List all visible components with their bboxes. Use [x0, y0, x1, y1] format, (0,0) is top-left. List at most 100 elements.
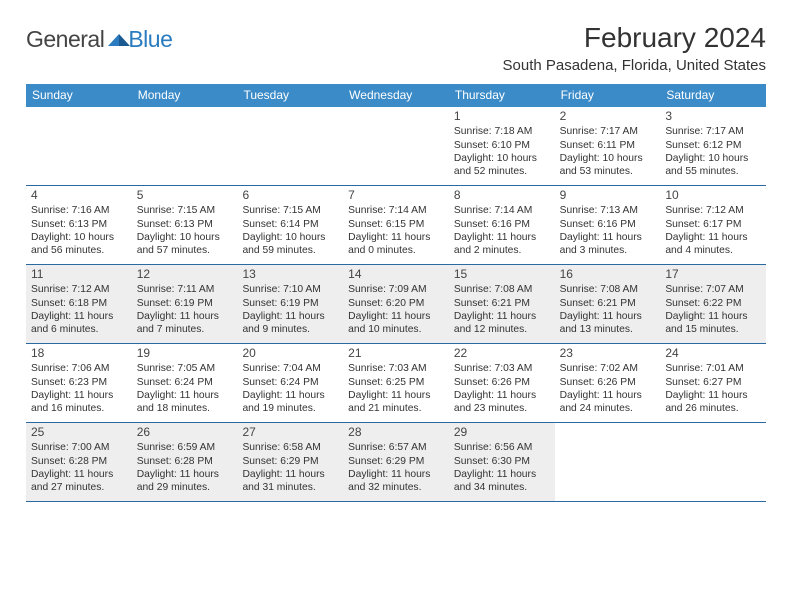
day-daylight1: Daylight: 11 hours [31, 310, 127, 323]
day-sunset: Sunset: 6:21 PM [454, 297, 550, 310]
logo-text-general: General [26, 26, 104, 53]
day-sunset: Sunset: 6:13 PM [137, 218, 233, 231]
weekday-header: Sunday [26, 84, 132, 107]
day-sunset: Sunset: 6:25 PM [348, 376, 444, 389]
weekday-header: Friday [555, 84, 661, 107]
day-daylight1: Daylight: 11 hours [242, 389, 338, 402]
day-daylight1: Daylight: 11 hours [665, 389, 761, 402]
day-daylight2: and 9 minutes. [242, 323, 338, 336]
day-sunrise: Sunrise: 6:56 AM [454, 441, 550, 454]
day-sunset: Sunset: 6:20 PM [348, 297, 444, 310]
day-sunrise: Sunrise: 7:12 AM [665, 204, 761, 217]
day-number: 27 [242, 425, 338, 440]
day-cell: 2Sunrise: 7:17 AMSunset: 6:11 PMDaylight… [555, 107, 661, 185]
day-daylight2: and 55 minutes. [665, 165, 761, 178]
day-daylight2: and 12 minutes. [454, 323, 550, 336]
day-number: 12 [137, 267, 233, 282]
day-number: 28 [348, 425, 444, 440]
day-daylight1: Daylight: 11 hours [348, 310, 444, 323]
weeks-container: 1Sunrise: 7:18 AMSunset: 6:10 PMDaylight… [26, 107, 766, 502]
day-daylight2: and 53 minutes. [560, 165, 656, 178]
day-number: 2 [560, 109, 656, 124]
day-cell: 29Sunrise: 6:56 AMSunset: 6:30 PMDayligh… [449, 423, 555, 501]
day-cell: 25Sunrise: 7:00 AMSunset: 6:28 PMDayligh… [26, 423, 132, 501]
day-daylight2: and 10 minutes. [348, 323, 444, 336]
day-daylight2: and 56 minutes. [31, 244, 127, 257]
day-number: 5 [137, 188, 233, 203]
day-sunrise: Sunrise: 7:14 AM [348, 204, 444, 217]
day-sunset: Sunset: 6:28 PM [137, 455, 233, 468]
weekday-header: Thursday [449, 84, 555, 107]
day-cell: 19Sunrise: 7:05 AMSunset: 6:24 PMDayligh… [132, 344, 238, 422]
day-cell [660, 423, 766, 501]
logo-triangle-icon [108, 32, 130, 48]
day-number: 16 [560, 267, 656, 282]
day-sunset: Sunset: 6:13 PM [31, 218, 127, 231]
day-cell: 10Sunrise: 7:12 AMSunset: 6:17 PMDayligh… [660, 186, 766, 264]
day-daylight2: and 19 minutes. [242, 402, 338, 415]
day-daylight1: Daylight: 11 hours [665, 310, 761, 323]
day-daylight2: and 26 minutes. [665, 402, 761, 415]
day-daylight1: Daylight: 11 hours [454, 468, 550, 481]
day-daylight2: and 3 minutes. [560, 244, 656, 257]
day-daylight1: Daylight: 11 hours [454, 231, 550, 244]
day-sunset: Sunset: 6:24 PM [137, 376, 233, 389]
day-cell: 1Sunrise: 7:18 AMSunset: 6:10 PMDaylight… [449, 107, 555, 185]
day-sunrise: Sunrise: 7:03 AM [454, 362, 550, 375]
day-sunrise: Sunrise: 7:08 AM [560, 283, 656, 296]
day-cell [26, 107, 132, 185]
day-sunset: Sunset: 6:22 PM [665, 297, 761, 310]
day-daylight1: Daylight: 11 hours [137, 468, 233, 481]
day-daylight2: and 27 minutes. [31, 481, 127, 494]
day-number: 8 [454, 188, 550, 203]
day-sunset: Sunset: 6:14 PM [242, 218, 338, 231]
day-sunrise: Sunrise: 7:15 AM [137, 204, 233, 217]
day-sunset: Sunset: 6:28 PM [31, 455, 127, 468]
day-sunset: Sunset: 6:10 PM [454, 139, 550, 152]
day-number: 11 [31, 267, 127, 282]
day-daylight2: and 32 minutes. [348, 481, 444, 494]
day-sunrise: Sunrise: 7:03 AM [348, 362, 444, 375]
weekday-header: Tuesday [237, 84, 343, 107]
day-daylight2: and 52 minutes. [454, 165, 550, 178]
day-cell: 13Sunrise: 7:10 AMSunset: 6:19 PMDayligh… [237, 265, 343, 343]
day-number: 20 [242, 346, 338, 361]
day-number: 21 [348, 346, 444, 361]
day-cell: 3Sunrise: 7:17 AMSunset: 6:12 PMDaylight… [660, 107, 766, 185]
day-cell: 11Sunrise: 7:12 AMSunset: 6:18 PMDayligh… [26, 265, 132, 343]
day-daylight2: and 2 minutes. [454, 244, 550, 257]
day-number: 26 [137, 425, 233, 440]
day-sunset: Sunset: 6:11 PM [560, 139, 656, 152]
day-daylight2: and 4 minutes. [665, 244, 761, 257]
day-number: 7 [348, 188, 444, 203]
day-daylight1: Daylight: 11 hours [242, 468, 338, 481]
day-sunset: Sunset: 6:16 PM [560, 218, 656, 231]
day-number: 3 [665, 109, 761, 124]
day-daylight2: and 59 minutes. [242, 244, 338, 257]
day-sunset: Sunset: 6:21 PM [560, 297, 656, 310]
day-daylight1: Daylight: 11 hours [454, 389, 550, 402]
day-sunset: Sunset: 6:26 PM [560, 376, 656, 389]
weekday-header: Saturday [660, 84, 766, 107]
day-daylight2: and 34 minutes. [454, 481, 550, 494]
day-sunrise: Sunrise: 7:15 AM [242, 204, 338, 217]
day-daylight1: Daylight: 11 hours [348, 389, 444, 402]
day-daylight2: and 13 minutes. [560, 323, 656, 336]
day-daylight1: Daylight: 11 hours [31, 468, 127, 481]
day-daylight2: and 24 minutes. [560, 402, 656, 415]
day-cell: 4Sunrise: 7:16 AMSunset: 6:13 PMDaylight… [26, 186, 132, 264]
day-cell: 8Sunrise: 7:14 AMSunset: 6:16 PMDaylight… [449, 186, 555, 264]
day-number: 4 [31, 188, 127, 203]
day-sunset: Sunset: 6:18 PM [31, 297, 127, 310]
day-daylight1: Daylight: 11 hours [560, 231, 656, 244]
weekday-header: Wednesday [343, 84, 449, 107]
day-daylight1: Daylight: 11 hours [31, 389, 127, 402]
day-daylight2: and 23 minutes. [454, 402, 550, 415]
day-sunrise: Sunrise: 7:12 AM [31, 283, 127, 296]
day-sunrise: Sunrise: 7:13 AM [560, 204, 656, 217]
logo-text-blue: Blue [128, 26, 172, 53]
day-number: 10 [665, 188, 761, 203]
day-daylight1: Daylight: 11 hours [560, 389, 656, 402]
day-number: 15 [454, 267, 550, 282]
day-cell: 18Sunrise: 7:06 AMSunset: 6:23 PMDayligh… [26, 344, 132, 422]
